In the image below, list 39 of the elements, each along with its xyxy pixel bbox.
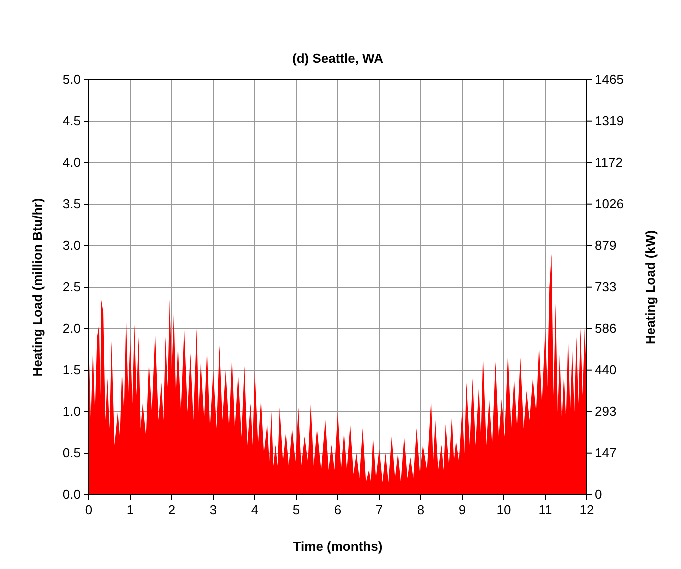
x-tick-label: 3 xyxy=(210,502,218,518)
x-tick-label: 2 xyxy=(168,502,176,518)
x-tick-label: 7 xyxy=(376,502,384,518)
y-tick-label: 2.5 xyxy=(62,280,81,295)
y2-tick-label: 440 xyxy=(595,362,617,378)
y-tick-label: 2.0 xyxy=(62,321,81,336)
x-tick-label: 4 xyxy=(251,502,259,518)
y-tick-label: 5.0 xyxy=(62,72,81,88)
y2-tick-label: 1319 xyxy=(595,114,624,129)
y-tick-label: 1.0 xyxy=(62,404,81,420)
y2-tick-label: 1026 xyxy=(595,196,624,212)
y2-tick-label: 1172 xyxy=(595,155,623,170)
x-tick-label: 8 xyxy=(417,502,425,518)
x-tick-label: 0 xyxy=(85,502,93,518)
y-tick-label: 0.0 xyxy=(62,487,81,502)
y-tick-label: 4.5 xyxy=(62,114,81,129)
x-tick-label: 9 xyxy=(458,502,466,518)
y-axis-title: Heating Load (million Btu/hr) xyxy=(30,198,45,377)
y2-tick-label: 879 xyxy=(595,238,617,254)
x-tick-label: 10 xyxy=(496,502,512,518)
x-tick-label: 6 xyxy=(334,502,342,518)
x-axis-title: Time (months) xyxy=(293,539,383,554)
chart-title: (d) Seattle, WA xyxy=(292,51,384,66)
y-tick-label: 3.0 xyxy=(62,238,81,254)
x-tick-label: 5 xyxy=(292,502,300,518)
y-tick-label: 3.5 xyxy=(62,196,81,212)
x-tick-label: 11 xyxy=(538,502,552,518)
y2-tick-label: 733 xyxy=(595,280,617,295)
x-tick-label: 12 xyxy=(580,502,594,518)
y2-tick-label: 1465 xyxy=(595,72,624,88)
y2-tick-label: 147 xyxy=(595,446,617,461)
y2-axis-title: Heating Load (kW) xyxy=(643,230,658,345)
y2-tick-label: 0 xyxy=(595,487,602,502)
y2-tick-label: 586 xyxy=(595,321,617,336)
y-tick-label: 4.0 xyxy=(62,155,81,170)
y-tick-label: 0.5 xyxy=(62,446,81,461)
x-tick-label: 1 xyxy=(126,502,134,518)
y-tick-label: 1.5 xyxy=(62,362,81,378)
y2-tick-label: 293 xyxy=(595,404,617,420)
